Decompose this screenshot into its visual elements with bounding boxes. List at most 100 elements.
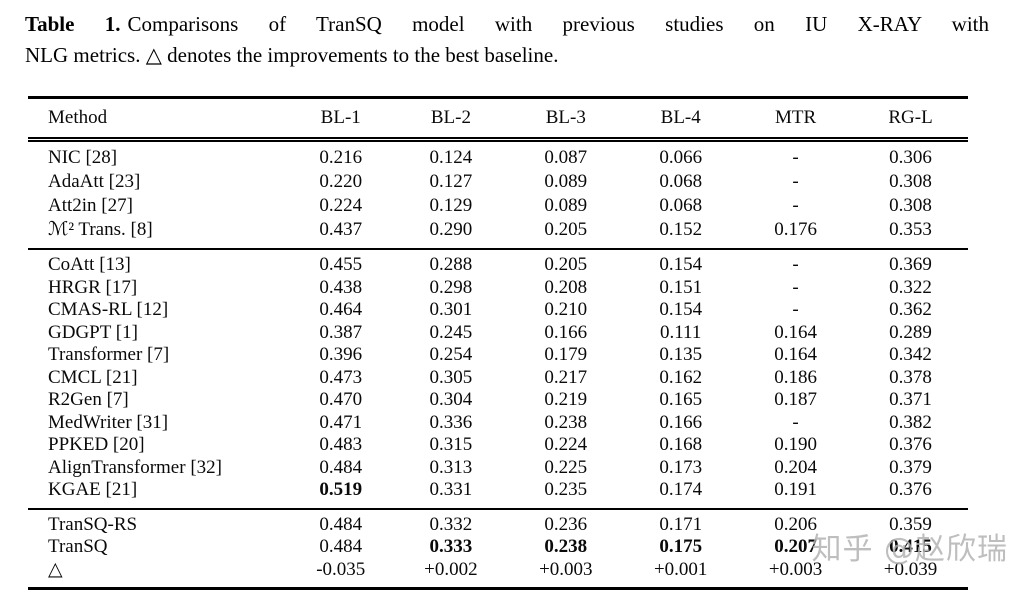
metric-cell: 0.254 xyxy=(429,344,473,365)
metric-cell: 0.154 xyxy=(659,254,703,275)
table-row: PPKED [20] 0.483 0.315 0.224 0.168 0.190 0.376 xyxy=(28,434,968,457)
metric-cell: - xyxy=(792,276,799,298)
metric-cell: 0.087 xyxy=(544,147,588,168)
metric-cell: 0.290 xyxy=(429,219,473,240)
method-cell: CoAtt [13] xyxy=(48,254,131,275)
table-row: CMAS-RL [12] 0.464 0.301 0.210 0.154 - 0.362 xyxy=(28,299,968,322)
metric-cell: 0.387 xyxy=(319,321,363,343)
metric-cell: 0.166 xyxy=(544,321,588,343)
metric-cell: 0.238 xyxy=(544,411,588,433)
metric-cell: 0.464 xyxy=(319,299,363,320)
metric-cell: 0.238 xyxy=(544,536,588,557)
method-cell: AdaAtt [23] xyxy=(48,171,141,192)
metric-cell: 0.129 xyxy=(429,195,473,216)
metric-cell: - xyxy=(792,195,799,216)
method-cell: ℳ² Trans. [8] xyxy=(48,219,153,240)
metric-cell: 0.089 xyxy=(544,195,588,216)
metric-cell: 0.220 xyxy=(319,171,363,192)
column-header-bl4: BL-4 xyxy=(623,97,739,142)
metric-cell: 0.179 xyxy=(544,344,588,365)
method-cell: HRGR [17] xyxy=(48,276,138,298)
column-header-bl3: BL-3 xyxy=(508,97,624,142)
results-table: Method BL-1 BL-2 BL-3 BL-4 MTR RG-L NIC … xyxy=(28,96,968,590)
metric-cell: 0.313 xyxy=(429,456,473,478)
metric-cell: 0.342 xyxy=(889,344,932,365)
column-header-bl2: BL-2 xyxy=(393,97,509,142)
metric-cell: 0.190 xyxy=(774,434,817,455)
metric-cell: 0.362 xyxy=(889,299,932,320)
metric-cell: 0.245 xyxy=(429,321,473,343)
table-row: AlignTransformer [32] 0.484 0.313 0.225 0.17… xyxy=(28,457,968,480)
table-row: △ -0.035 +0.002 +0.003 +0.001 +0.003 +0.039 xyxy=(28,559,968,589)
metric-cell: 0.204 xyxy=(774,456,817,478)
metric-cell: +0.002 xyxy=(424,558,478,580)
metric-cell: 0.225 xyxy=(544,456,588,478)
table-row: CMCL [21] 0.473 0.305 0.217 0.162 0.186 0.378 xyxy=(28,367,968,390)
metric-cell: 0.470 xyxy=(319,389,363,410)
table-row: HRGR [17] 0.438 0.298 0.208 0.151 - 0.322 xyxy=(28,277,968,300)
metric-cell: 0.111 xyxy=(660,321,702,343)
caption-line-2: NLG metrics. △ denotes the improvements … xyxy=(25,43,559,67)
table-group-2: CoAtt [13] 0.455 0.288 0.205 0.154 - 0.369 HRGR… xyxy=(28,249,968,509)
metric-cell: 0.162 xyxy=(659,366,703,388)
column-header-rgl: RG-L xyxy=(853,97,968,142)
metric-cell: 0.359 xyxy=(889,513,932,535)
metric-cell: 0.396 xyxy=(319,344,363,365)
metric-cell: 0.168 xyxy=(659,434,703,455)
metric-cell: - xyxy=(792,147,799,168)
metric-cell: 0.124 xyxy=(429,147,473,168)
metric-cell: 0.322 xyxy=(889,276,932,298)
table-row: R2Gen [7] 0.470 0.304 0.219 0.165 0.187 0.371 xyxy=(28,389,968,412)
metric-cell: 0.166 xyxy=(659,411,703,433)
metric-cell: 0.308 xyxy=(889,171,932,192)
method-cell: NIC [28] xyxy=(48,147,118,168)
metric-cell: - xyxy=(792,299,799,320)
metric-cell: 0.455 xyxy=(319,254,363,275)
metric-cell: 0.288 xyxy=(429,254,473,275)
metric-cell: 0.207 xyxy=(774,536,817,557)
method-cell: MedWriter [31] xyxy=(48,411,169,433)
method-cell: CMCL [21] xyxy=(48,366,138,388)
metric-cell: 0.135 xyxy=(659,344,703,365)
method-cell: △ xyxy=(48,558,63,580)
table-group-1: NIC [28] 0.216 0.124 0.087 0.066-0.306 AdaAtt… xyxy=(28,140,968,249)
metric-cell: 0.353 xyxy=(889,219,932,240)
metric-cell: 0.205 xyxy=(544,254,588,275)
metric-cell: 0.219 xyxy=(544,389,588,410)
caption-text: Comparisons of TranSQ model with previou… xyxy=(127,12,989,36)
metric-cell: +0.003 xyxy=(539,558,593,580)
metric-cell: 0.089 xyxy=(544,171,588,192)
metric-cell: 0.186 xyxy=(774,366,817,388)
table-row: TranSQ-RS 0.484 0.332 0.236 0.171 0.206 0.359 xyxy=(28,509,968,537)
metric-cell: 0.187 xyxy=(774,389,817,410)
metric-cell: 0.298 xyxy=(429,276,473,298)
metric-cell: 0.336 xyxy=(429,411,473,433)
metric-cell: 0.379 xyxy=(889,456,932,478)
method-cell: R2Gen [7] xyxy=(48,389,129,410)
table-row: MedWriter [31] 0.471 0.336 0.238 0.166 - 0.382 xyxy=(28,412,968,435)
metric-cell: 0.331 xyxy=(429,479,473,500)
metric-cell: 0.224 xyxy=(544,434,588,455)
table-header: Method BL-1 BL-2 BL-3 BL-4 MTR RG-L xyxy=(28,97,968,142)
metric-cell: - xyxy=(792,411,799,433)
metric-cell: 0.224 xyxy=(319,195,363,216)
method-cell: TranSQ-RS xyxy=(48,513,138,535)
metric-cell: 0.437 xyxy=(319,219,363,240)
metric-cell: 0.151 xyxy=(659,276,703,298)
metric-cell: 0.371 xyxy=(889,389,932,410)
metric-cell: 0.171 xyxy=(659,513,703,535)
metric-cell: 0.369 xyxy=(889,254,932,275)
metric-cell: 0.216 xyxy=(319,147,363,168)
metric-cell: 0.068 xyxy=(659,195,703,216)
metric-cell: 0.191 xyxy=(774,479,817,500)
metric-cell: 0.308 xyxy=(889,195,932,216)
metric-cell: 0.304 xyxy=(429,389,473,410)
table-row: GDGPT [1] 0.387 0.245 0.166 0.111 0.164 0.289 xyxy=(28,322,968,345)
table-row: AdaAtt [23] 0.220 0.127 0.089 0.068 - 0.308 xyxy=(28,170,968,194)
metric-cell: 0.484 xyxy=(319,513,363,535)
metric-cell: 0.483 xyxy=(319,434,363,455)
metric-cell: 0.206 xyxy=(774,513,817,535)
metric-cell: 0.306 xyxy=(889,147,932,168)
table-caption: Table 1. Comparisons of TranSQ model with… xyxy=(25,9,989,71)
method-cell: KGAE [21] xyxy=(48,479,138,500)
